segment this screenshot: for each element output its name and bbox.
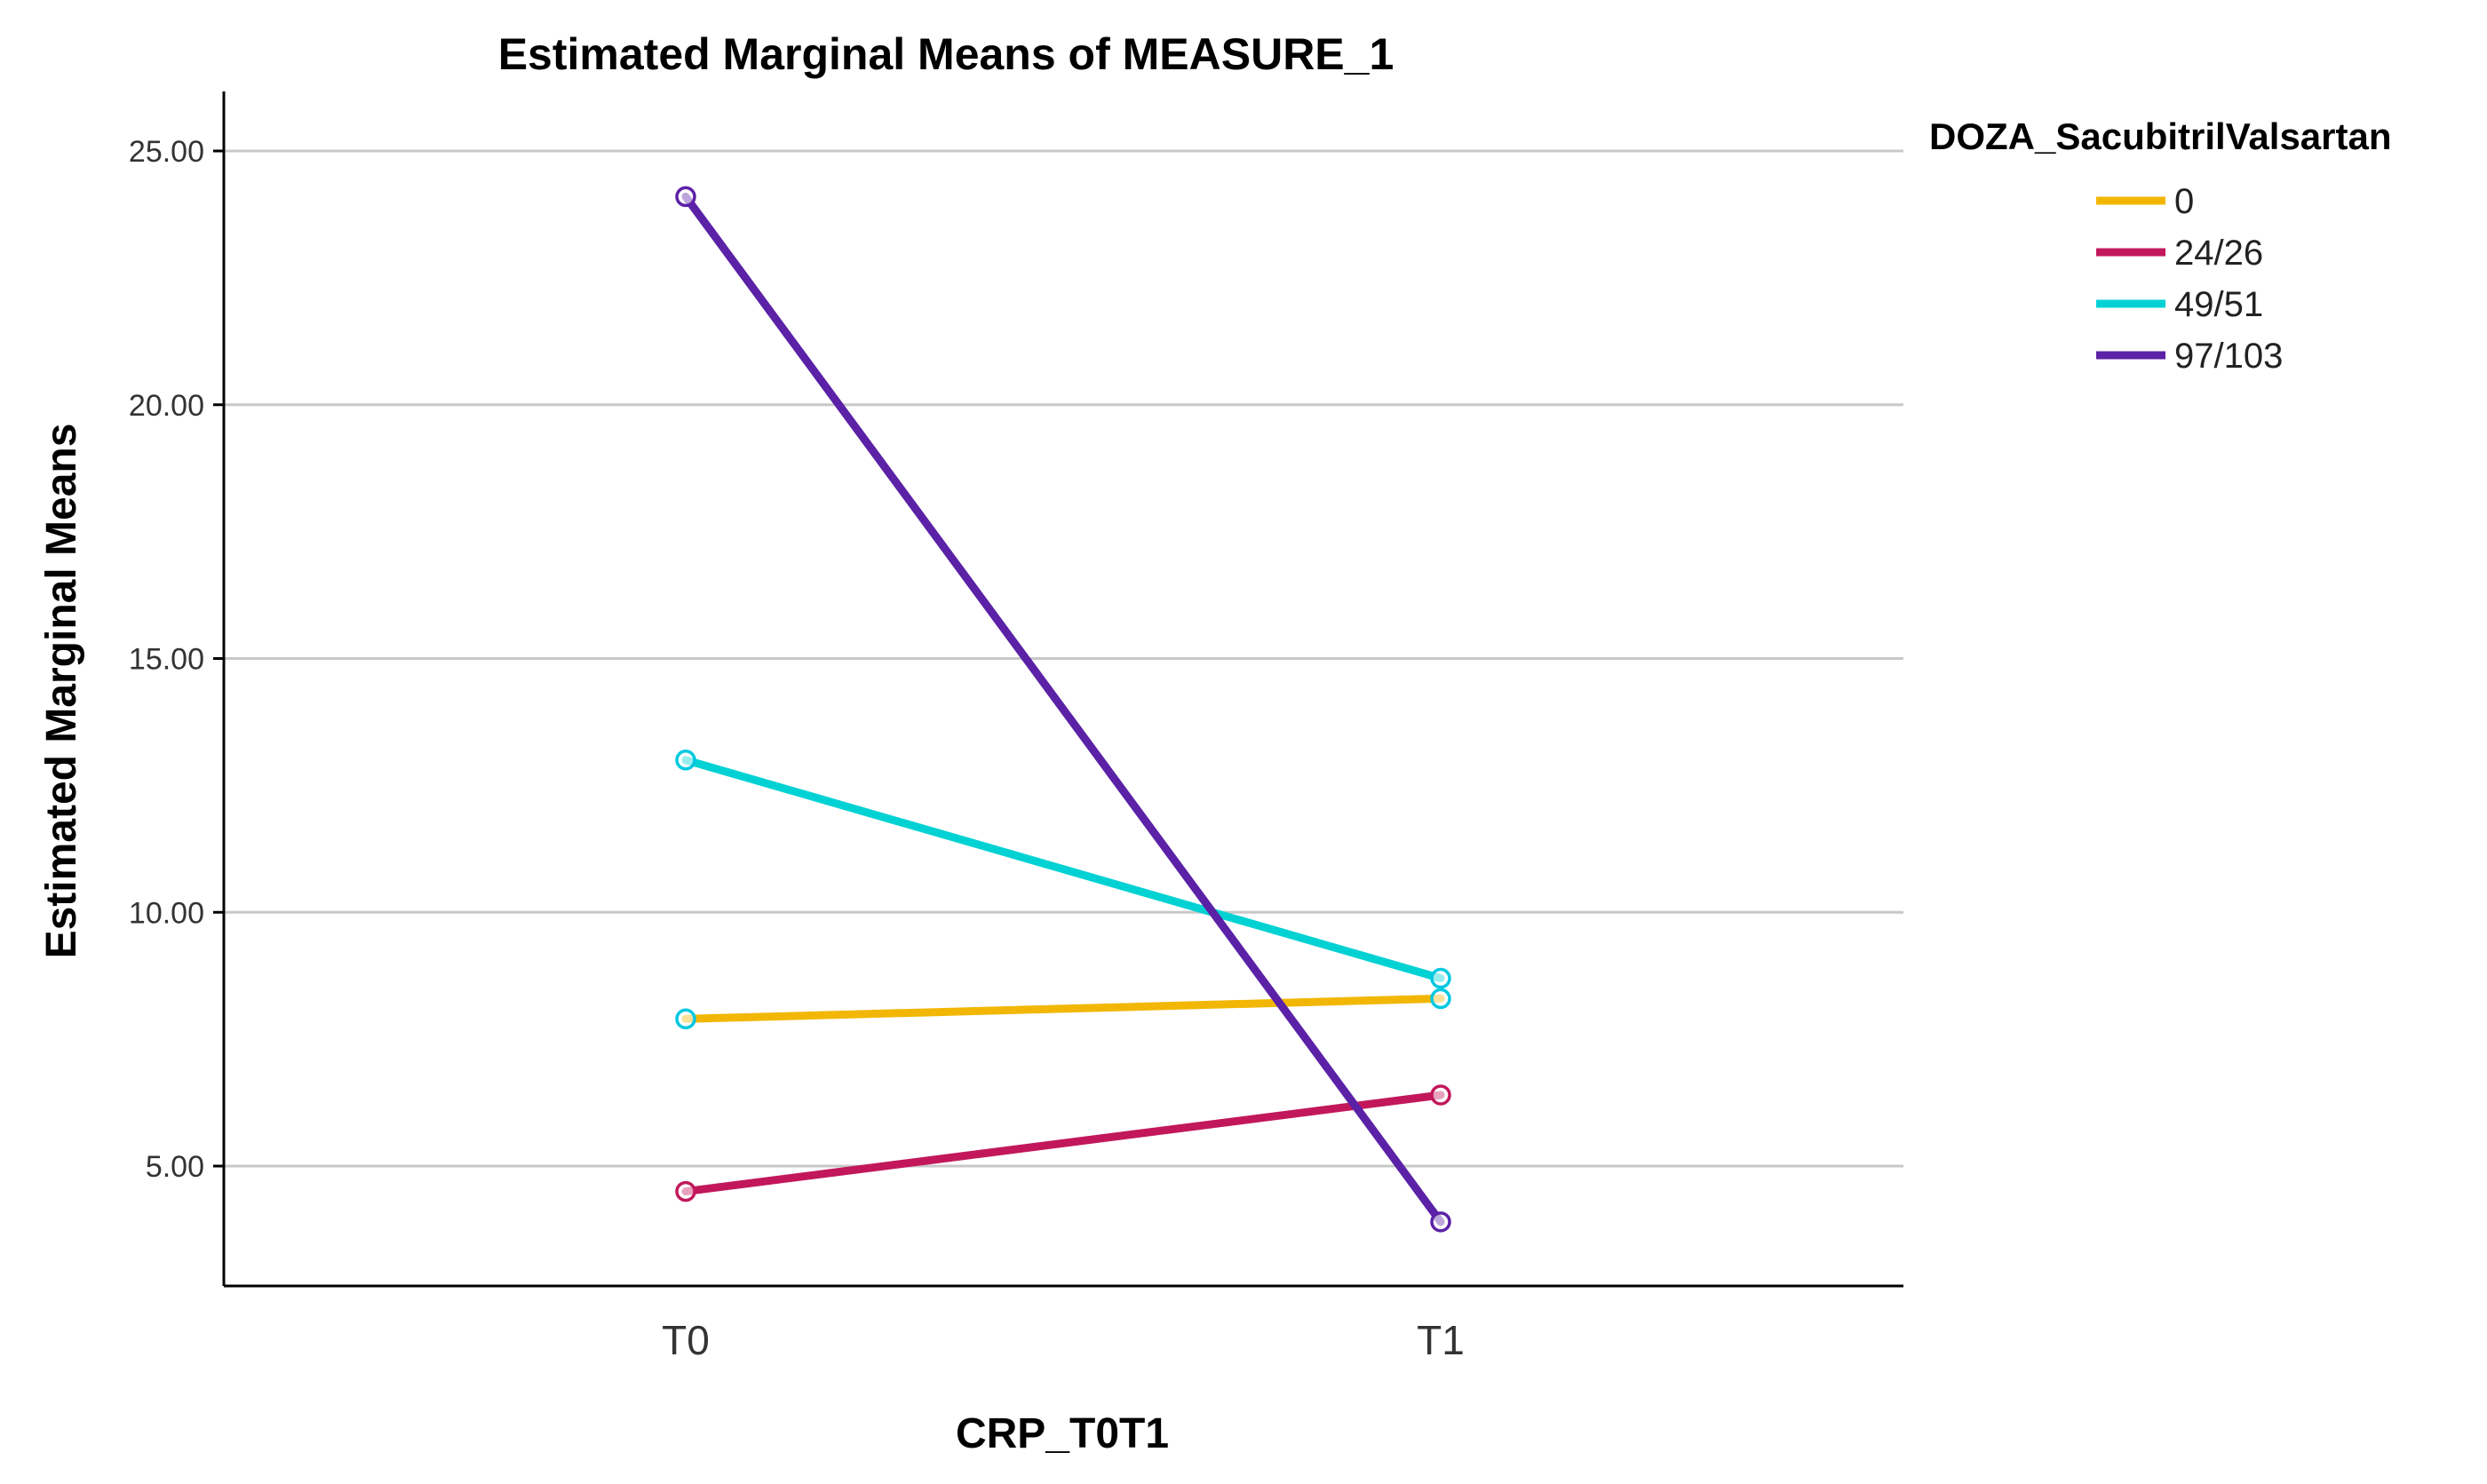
data-point <box>1430 1084 1451 1106</box>
x-tick-label: T1 <box>1417 1317 1465 1363</box>
series-markers <box>675 186 1451 1233</box>
legend-label: 24/26 <box>2174 234 2263 273</box>
series-line <box>681 756 1445 983</box>
data-point <box>1430 1211 1451 1233</box>
x-tick-label: T0 <box>662 1317 710 1363</box>
legend-title: DOZA_SacubitrilValsartan <box>1929 115 2392 157</box>
legend-label: 0 <box>2174 182 2194 221</box>
data-point <box>675 186 696 208</box>
x-axis-ticks: T0 T1 <box>662 1317 1465 1363</box>
y-tick-label: 10.00 <box>129 896 204 930</box>
data-point <box>675 1008 696 1030</box>
y-axis-label: Estimated Marginal Means <box>38 424 85 959</box>
data-point <box>1430 988 1451 1010</box>
y-tick-label: 20.00 <box>129 389 204 423</box>
chart-title: Estimated Marginal Means of MEASURE_1 <box>498 29 1394 79</box>
legend-label: 49/51 <box>2174 285 2263 324</box>
y-axis-ticks: 5.00 10.00 15.00 20.00 25.00 <box>129 135 224 1184</box>
series-line <box>681 1091 1445 1196</box>
series-line <box>681 994 1445 1023</box>
gridlines <box>224 149 1903 1168</box>
legend: 0 24/26 49/51 97/103 <box>2096 182 2283 376</box>
series-lines <box>681 192 1445 1226</box>
y-tick-label: 25.00 <box>129 135 204 169</box>
data-point <box>675 1180 696 1202</box>
data-point <box>1430 967 1451 989</box>
data-point <box>675 750 696 771</box>
x-axis-label: CRP_T0T1 <box>956 1410 1169 1457</box>
series-line <box>681 192 1445 1226</box>
legend-label: 97/103 <box>2174 337 2283 376</box>
y-tick-label: 5.00 <box>146 1150 204 1184</box>
y-tick-label: 15.00 <box>129 643 204 677</box>
